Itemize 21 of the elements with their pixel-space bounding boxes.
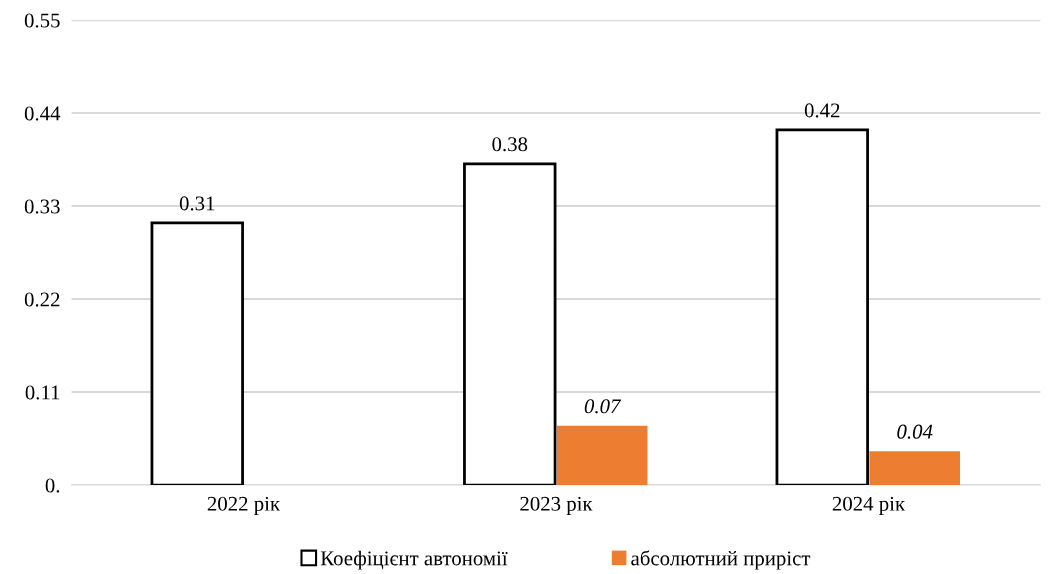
data-label: 0.04 <box>897 424 933 439</box>
y-tick-label: 0.55 <box>24 13 60 28</box>
bar <box>463 162 557 486</box>
y-tick-label: 0. <box>45 478 60 493</box>
x-tick-label: 2022 рік <box>207 496 281 516</box>
data-label: 0.38 <box>492 137 528 152</box>
y-tick-label: 0.44 <box>24 106 61 121</box>
y-tick-label: 0.33 <box>24 199 60 214</box>
x-tick-label: 2023 рік <box>520 496 593 516</box>
data-label: 0.07 <box>584 399 622 414</box>
data-label: 0.31 <box>179 196 215 211</box>
bar <box>775 128 869 486</box>
y-tick-label: 0.11 <box>25 385 60 400</box>
x-tick-label: 2024 рік <box>832 496 906 516</box>
y-tick-label: 0.22 <box>24 292 60 307</box>
data-label: 0.42 <box>804 103 840 118</box>
bar <box>150 221 244 486</box>
bar <box>556 425 648 486</box>
legend-label: абсолютний приріст <box>631 550 811 570</box>
bar <box>869 451 961 486</box>
legend-label: Коефіцієнт автономії <box>320 550 508 570</box>
